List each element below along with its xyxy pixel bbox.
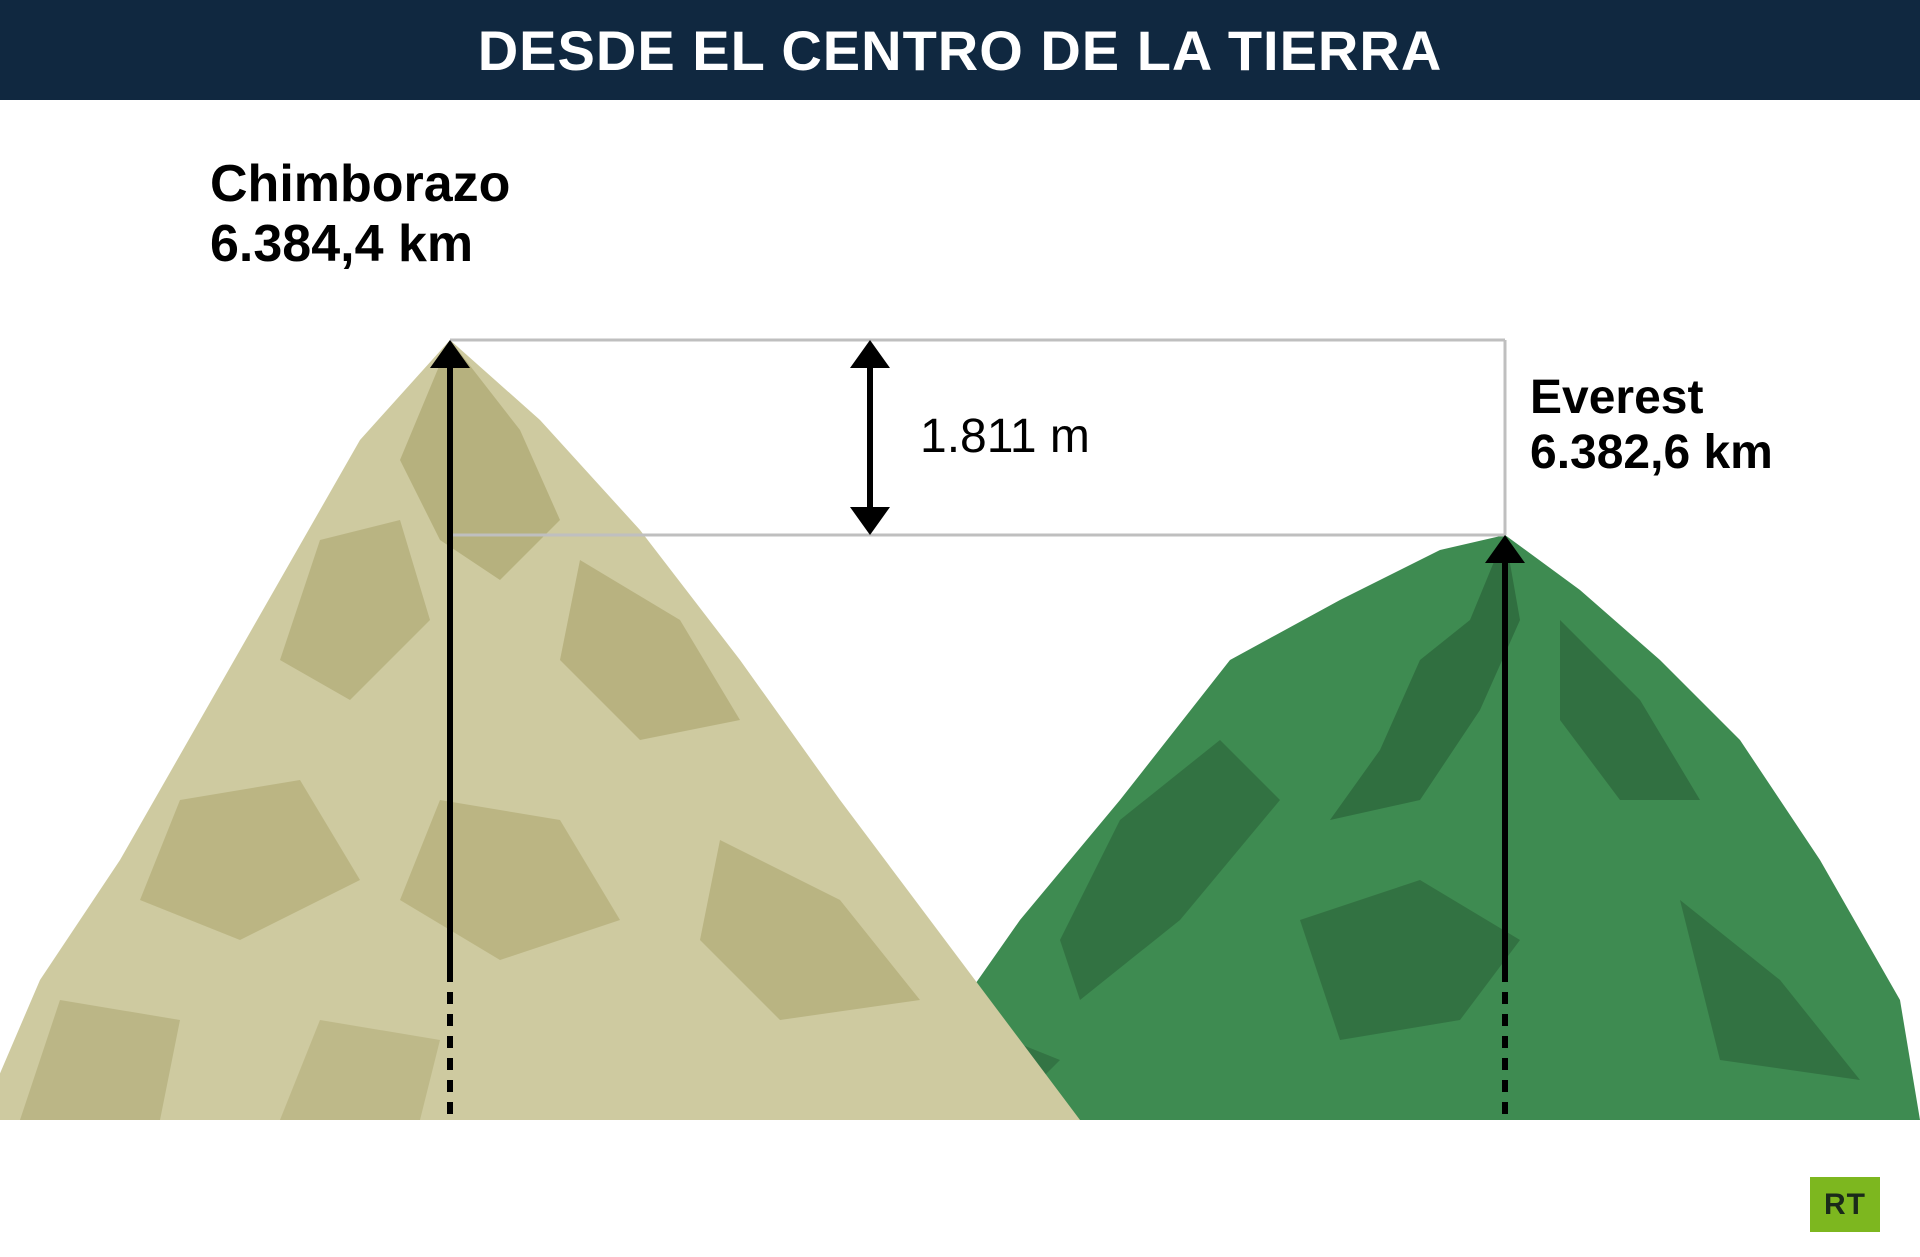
difference-value: 1.811 m [920, 410, 1090, 463]
diagram-canvas: Chimborazo 6.384,4 km Everest 6.382,6 km… [0, 100, 1920, 1257]
chimborazo-label: Chimborazo 6.384,4 km [210, 155, 510, 275]
rt-logo: RT [1810, 1177, 1880, 1232]
page-title: DESDE EL CENTRO DE LA TIERRA [478, 18, 1443, 83]
chimborazo-name: Chimborazo [210, 155, 510, 215]
difference-label: 1.811 m [920, 409, 1090, 464]
infographic-frame: DESDE EL CENTRO DE LA TIERRA Chimborazo … [0, 0, 1920, 1257]
everest-name: Everest [1530, 370, 1773, 425]
chimborazo-value: 6.384,4 km [210, 215, 510, 275]
everest-value: 6.382,6 km [1530, 425, 1773, 480]
rt-logo-text: RT [1824, 1188, 1866, 1222]
everest-label: Everest 6.382,6 km [1530, 370, 1773, 480]
title-bar: DESDE EL CENTRO DE LA TIERRA [0, 0, 1920, 100]
